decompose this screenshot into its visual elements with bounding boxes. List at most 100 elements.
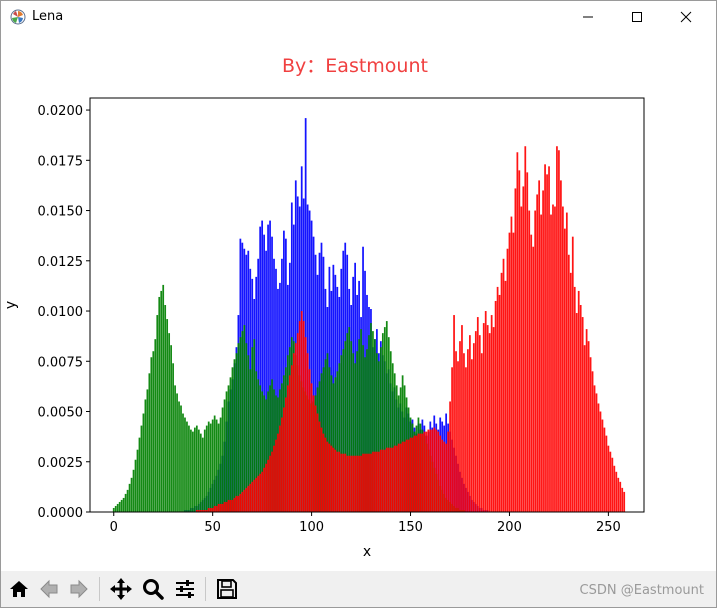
- histogram-bar-red: [199, 509, 202, 512]
- histogram-bar-red: [346, 455, 349, 512]
- histogram-bar-red: [255, 477, 258, 512]
- histogram-bar-red: [273, 445, 275, 512]
- histogram-bar-red: [445, 443, 448, 512]
- histogram-bar-green: [142, 413, 145, 512]
- histogram-bar-red: [334, 449, 337, 512]
- histogram-bar-green: [112, 507, 115, 512]
- window-title: Lena: [32, 9, 64, 24]
- histogram-bar-blue: [259, 226, 262, 512]
- histogram-bar-red: [498, 294, 501, 512]
- zoom-button[interactable]: [139, 575, 167, 603]
- histogram-bar-red: [330, 445, 333, 512]
- histogram-bar-red: [459, 341, 461, 512]
- histogram-bar-red: [360, 455, 362, 512]
- save-button[interactable]: [213, 575, 241, 603]
- histogram-bar-green: [114, 505, 117, 512]
- histogram-bar-red: [429, 429, 432, 512]
- histogram-bar-blue: [308, 210, 311, 513]
- histogram-bar-green: [342, 349, 345, 512]
- histogram-bar-red: [449, 401, 451, 512]
- histogram-bar-red: [472, 343, 475, 512]
- histogram-bar-red: [219, 503, 222, 512]
- histogram-bar-red: [318, 421, 321, 512]
- histogram-bar-green: [193, 427, 196, 512]
- histogram-bar-green: [160, 290, 163, 512]
- histogram-bar-blue: [283, 230, 285, 512]
- histogram-bar-green: [203, 429, 206, 512]
- histogram-bar-red: [368, 453, 370, 512]
- histogram-bar-red: [223, 501, 226, 512]
- histogram-bar-red: [271, 451, 273, 512]
- histogram-bar-green: [182, 413, 184, 512]
- histogram-bar-green: [138, 437, 141, 512]
- histogram-bar-green: [245, 343, 248, 512]
- histogram-bar-red: [536, 194, 539, 512]
- histogram-bar-green: [178, 401, 180, 512]
- histogram-bar-red: [611, 457, 614, 512]
- minimize-button[interactable]: [565, 1, 611, 33]
- histogram-bar-green: [383, 327, 386, 512]
- histogram-bar-red: [476, 317, 479, 512]
- histogram-bar-red: [486, 325, 489, 512]
- histogram-bar-green: [229, 377, 232, 512]
- histogram-bar-red: [379, 449, 382, 512]
- y-axis-label: y: [3, 301, 19, 309]
- histogram-bar-green: [197, 429, 200, 512]
- histogram-bar-red: [597, 403, 600, 512]
- histogram-bar-red: [480, 353, 483, 512]
- histogram-bar-red: [292, 353, 295, 512]
- histogram-bar-green: [128, 483, 131, 512]
- back-button[interactable]: [35, 575, 63, 603]
- figure-canvas[interactable]: By：Eastmount 0 50 100 150 200 250 0.0000 0.002…: [1, 33, 716, 569]
- histogram-bar-green: [379, 347, 382, 512]
- histogram-bar-red: [290, 365, 293, 512]
- histogram-bar-red: [376, 451, 378, 512]
- histogram-bar-red: [484, 311, 487, 512]
- matplotlib-app-icon: [10, 9, 26, 25]
- chart-title: By：Eastmount: [282, 55, 428, 77]
- histogram-bar-red: [595, 393, 598, 512]
- histogram-bar-green: [362, 345, 364, 512]
- histogram-bar-green: [152, 351, 155, 512]
- histogram-bar-red: [621, 487, 624, 512]
- histogram-bar-red: [372, 451, 374, 512]
- histogram-bar-green: [239, 337, 242, 512]
- configure-subplots-button[interactable]: [171, 575, 199, 603]
- histogram-bar-red: [544, 164, 546, 512]
- histogram-bar-red: [591, 371, 594, 512]
- histogram-bar-red: [387, 447, 390, 512]
- histogram-bar-red: [227, 499, 230, 512]
- histogram-bar-red: [332, 447, 335, 512]
- histogram-bar-red: [565, 212, 568, 513]
- histogram-bar-green: [227, 385, 230, 512]
- histogram-bar-red: [461, 325, 463, 512]
- home-button[interactable]: [5, 575, 33, 603]
- forward-button[interactable]: [65, 575, 93, 603]
- histogram-bar-red: [364, 453, 366, 512]
- histogram-bar-red: [571, 236, 574, 513]
- histogram-bar-red: [350, 455, 353, 512]
- close-button[interactable]: [663, 1, 709, 33]
- histogram-bar-red: [470, 359, 473, 512]
- histogram-bar-red: [306, 353, 309, 512]
- histogram-bar-green: [217, 423, 220, 512]
- histogram-bar-green: [243, 325, 246, 512]
- histogram-bar-green: [219, 417, 222, 512]
- histogram-bar-red: [342, 453, 345, 512]
- histogram-bar-green: [124, 493, 127, 512]
- histogram-bar-red: [423, 431, 426, 512]
- histogram-bar-green: [235, 353, 238, 512]
- histogram-bar-red: [285, 397, 287, 512]
- histogram-bar-green: [378, 361, 380, 512]
- maximize-button[interactable]: [614, 1, 660, 33]
- histogram-bar-green: [118, 501, 121, 512]
- histogram-bar-red: [352, 455, 355, 512]
- histogram-bar-red: [613, 465, 616, 512]
- toolbar-separator: [99, 577, 100, 601]
- title-bar[interactable]: Lena: [1, 1, 716, 33]
- histogram-bar-red: [374, 451, 376, 512]
- histogram-bar-red: [443, 441, 446, 512]
- histogram-bar-green: [336, 371, 339, 512]
- pan-button[interactable]: [107, 575, 135, 603]
- histogram-bar-red: [391, 447, 394, 512]
